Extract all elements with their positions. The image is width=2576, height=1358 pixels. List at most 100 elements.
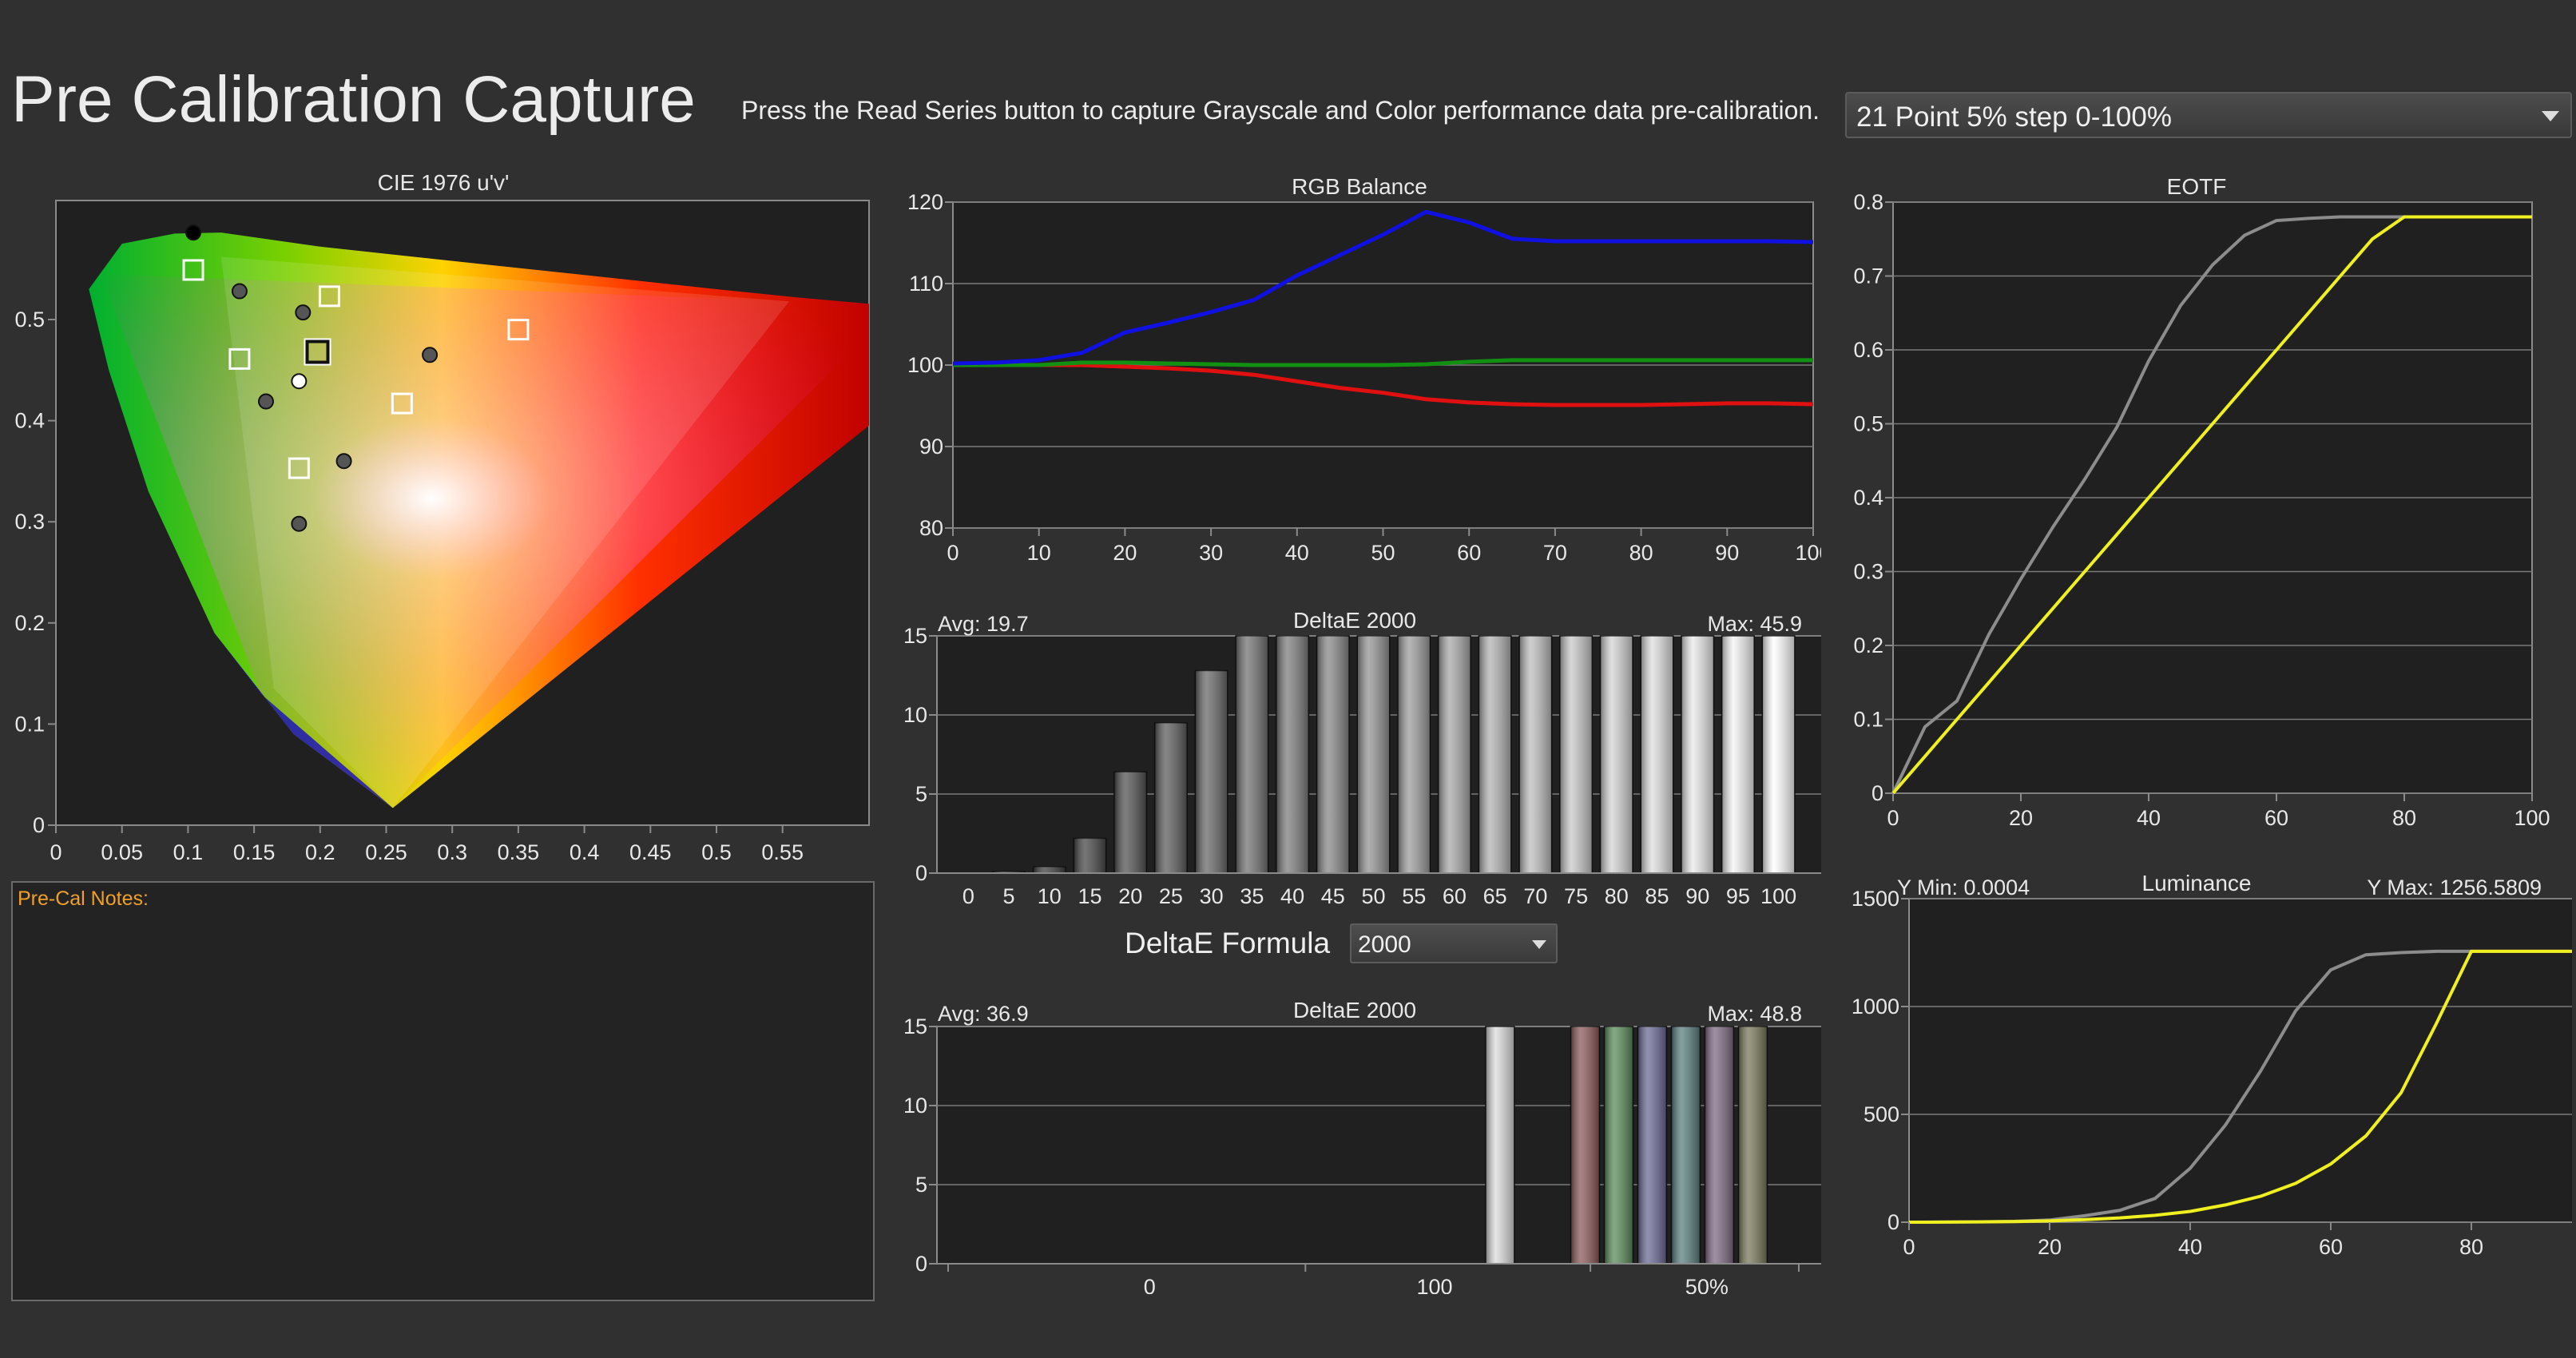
- cie-y-tick-label: 0: [33, 813, 45, 837]
- luminance-x-tick-label: 60: [2319, 1235, 2343, 1259]
- grayscale-deltae-x-tick-label: 20: [1118, 884, 1142, 904]
- eotf-y-tick-label: 0.5: [1853, 412, 1883, 436]
- eotf-x-tick-label: 80: [2392, 806, 2416, 830]
- luminance-ymax: Y Max: 1256.5809: [2367, 876, 2542, 899]
- grayscale-deltae-title: DeltaE 2000: [1293, 608, 1416, 633]
- luminance-x-tick-label: 40: [2178, 1235, 2202, 1259]
- grayscale-deltae-bar-shade: [1316, 636, 1350, 873]
- eotf-series-target-line: [1891, 215, 2532, 795]
- page-title: Pre Calibration Capture: [11, 63, 696, 136]
- cie-x-tick-label: 0.15: [233, 840, 276, 864]
- grayscale-deltae-bar-shade: [1357, 636, 1390, 873]
- color-deltae-bar-shade: [1671, 1026, 1701, 1264]
- cie-x-tick-label: 0.35: [498, 840, 540, 864]
- grayscale-deltae-x-tick-label: 35: [1240, 884, 1264, 904]
- cie-measured-point: [291, 373, 308, 390]
- grayscale-deltae-x-tick-label: 60: [1443, 884, 1467, 904]
- grayscale-deltae-x-tick-label: 100: [1760, 884, 1796, 904]
- grayscale-deltae-x-tick-label: 30: [1200, 884, 1224, 904]
- instructions-text: Press the Read Series button to capture …: [741, 96, 1820, 125]
- eotf-y-tick-label: 0.1: [1853, 708, 1883, 732]
- grayscale-deltae-y-tick-label: 10: [903, 703, 927, 727]
- eotf-y-tick-label: 0: [1871, 781, 1883, 805]
- rgb-y-tick-label: 120: [907, 190, 943, 214]
- cie-measured-point: [422, 347, 439, 363]
- eotf-x-tick-label: 60: [2264, 806, 2288, 830]
- luminance-y-tick-label: 0: [1887, 1210, 1899, 1234]
- eotf-y-tick-label: 0.2: [1853, 633, 1883, 657]
- luminance-series-target-line: [1908, 949, 2572, 1224]
- grayscale-deltae-bar-shade: [1033, 867, 1066, 873]
- grayscale-deltae-bar-shade: [1681, 636, 1714, 873]
- luminance-title: Luminance: [2142, 871, 2252, 895]
- grayscale-deltae-bar-shade: [1559, 636, 1593, 873]
- cie-measured-point: [335, 453, 352, 470]
- cie-target-square: [228, 347, 251, 370]
- eotf-chart: EOTF 0 20 40 60 80 100 0 0.1 0.2 0.3 0.4 0.5 0.6 0.7…: [1853, 174, 2550, 830]
- cie-target-square-outline: [304, 338, 331, 366]
- cie-measured-point: [185, 224, 202, 241]
- eotf-y-tick-label: 0.7: [1853, 264, 1883, 288]
- grayscale-deltae-bar-shade: [1438, 636, 1471, 873]
- cie-x-tick-label: 0.3: [437, 840, 467, 864]
- color-deltae-chart: Avg: 36.9 DeltaE 2000 Max: 48.8 0 100 50% …: [903, 998, 1821, 1294]
- grayscale-deltae-x-tick-label: 55: [1402, 884, 1426, 904]
- notes-panel[interactable]: Pre-Cal Notes:: [11, 881, 875, 1301]
- cie-title: CIE 1976 u'v': [378, 170, 510, 195]
- grayscale-deltae-x-tick-label: 90: [1685, 884, 1709, 904]
- eotf-y-tick-label: 0.6: [1853, 338, 1883, 362]
- rgb-y-tick-label: 80: [919, 516, 943, 540]
- cie-measured-point: [231, 283, 248, 300]
- eotf-x-tick-label: 100: [2514, 806, 2550, 830]
- grayscale-deltae-bar-shade: [1479, 636, 1511, 873]
- color-deltae-group-label: 50%: [1685, 1275, 1729, 1294]
- rgb-x-tick-label: 70: [1543, 541, 1567, 565]
- cie-x-tick-label: 0.45: [629, 840, 672, 864]
- rgb-x-tick-label: 20: [1113, 541, 1137, 565]
- deltae-formula-select[interactable]: 2000: [1350, 923, 1558, 963]
- cie-chart: CIE 1976 u'v' 0 0.05 0.1 0.15 0.2 0.25 0.3 0.35…: [14, 170, 870, 864]
- grayscale-deltae-x-tick-label: 95: [1726, 884, 1750, 904]
- series-select[interactable]: 21 Point 5% step 0-100%: [1845, 92, 2572, 138]
- grayscale-deltae-bar-shade: [1600, 636, 1633, 873]
- grayscale-deltae-bar-shade: [1074, 838, 1106, 873]
- rgb-x-tick-label: 30: [1199, 541, 1223, 565]
- rgb-series-r-line: [953, 363, 1814, 407]
- grayscale-deltae-x-tick-label: 80: [1605, 884, 1629, 904]
- cie-measured-point: [257, 393, 274, 410]
- eotf-title: EOTF: [2167, 174, 2227, 199]
- luminance-y-tick-label: 1000: [1852, 995, 1899, 1018]
- cie-y-tick-label: 0.1: [14, 712, 45, 736]
- color-deltae-y-tick-label: 10: [903, 1094, 927, 1118]
- grayscale-deltae-x-tick-label: 65: [1483, 884, 1507, 904]
- grayscale-deltae-bar-shade: [1762, 636, 1795, 873]
- color-deltae-bar-shade: [1637, 1026, 1667, 1264]
- eotf-y-tick-label: 0.3: [1853, 560, 1883, 584]
- rgb-x-tick-label: 80: [1629, 541, 1653, 565]
- rgb-x-tick-label: 60: [1457, 541, 1481, 565]
- color-deltae-bar-shade: [1570, 1026, 1600, 1264]
- eotf-y-tick-label: 0.8: [1853, 190, 1883, 214]
- rgb-x-tick-label: 10: [1027, 541, 1051, 565]
- rgb-series-g-line: [953, 358, 1813, 367]
- luminance-y-tick-label: 500: [1864, 1102, 1899, 1126]
- color-deltae-bar-shade: [1485, 1026, 1514, 1264]
- eotf-x-tick-label: 20: [2009, 806, 2033, 830]
- grayscale-deltae-x-tick-label: 25: [1159, 884, 1183, 904]
- grayscale-deltae-bar-shade: [1641, 636, 1673, 873]
- cie-target-square: [288, 457, 310, 479]
- cie-x-tick-label: 0.55: [761, 840, 804, 864]
- cie-x-tick-label: 0.1: [173, 840, 204, 864]
- color-deltae-group-label: 100: [1416, 1275, 1452, 1294]
- cie-x-tick-label: 0: [50, 840, 62, 864]
- rgb-x-tick-label: 90: [1715, 541, 1739, 565]
- chevron-down-icon: [1532, 940, 1546, 949]
- luminance-ymin: Y Min: 0.0004: [1897, 876, 2030, 899]
- cie-display-gamut: [101, 274, 869, 808]
- eotf-y-tick-label: 0.4: [1853, 486, 1883, 510]
- grayscale-deltae-bar-shade: [1154, 722, 1188, 873]
- rgb-series-b-line: [952, 209, 1814, 366]
- rgb-balance-chart: RGB Balance 0 10 20 30 40 50 60 70 80 90 100 80 90 1…: [907, 174, 1821, 565]
- cie-x-tick-label: 0.25: [365, 840, 407, 864]
- cie-y-tick-label: 0.5: [14, 308, 45, 332]
